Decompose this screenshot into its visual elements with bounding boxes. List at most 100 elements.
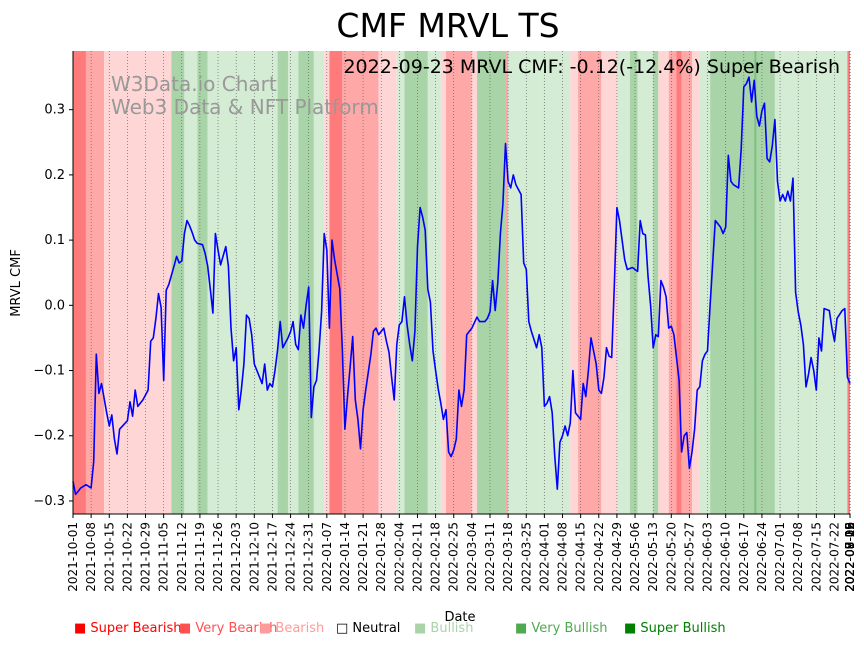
x-tick-label: 2022-06-10 <box>719 522 733 592</box>
regime-band-super-bearish <box>329 51 343 514</box>
regime-band-very-bullish <box>171 51 185 514</box>
x-tick-label: 2022-04-29 <box>610 522 624 592</box>
x-tick-label: 2022-09-02 <box>843 522 857 592</box>
x-tick-label: 2021-10-29 <box>139 522 153 592</box>
regime-band-very-bearish <box>85 51 105 514</box>
x-tick-label: 2021-10-22 <box>120 522 134 592</box>
x-tick-label: 2022-01-07 <box>320 522 334 592</box>
x-tick-label: 2022-06-03 <box>701 522 715 592</box>
x-tick-label: 2021-11-05 <box>157 522 171 592</box>
x-tick-label: 2022-05-27 <box>682 522 696 592</box>
x-tick-label: 2022-08-05 <box>843 522 857 592</box>
regime-band-bearish <box>104 51 172 514</box>
regime-band-very-bullish <box>277 51 288 514</box>
legend-label: Very Bullish <box>531 621 608 636</box>
regime-band-bullish <box>287 51 299 514</box>
legend-swatch-icon: ■ <box>74 621 91 636</box>
regime-band-bearish <box>601 51 617 514</box>
y-tick-label: 0.3 <box>44 103 65 118</box>
y-tick-label: 0.2 <box>44 168 65 183</box>
x-tick-label: 2022-04-15 <box>574 522 588 592</box>
legend-label: Super Bearish <box>90 621 182 636</box>
x-axis-label: Date <box>444 610 475 625</box>
legend-label: Bullish <box>430 621 474 636</box>
x-tick-label: 2022-01-14 <box>338 522 352 592</box>
regime-band-very-bearish <box>668 51 677 514</box>
x-tick-label: 2022-07-22 <box>827 522 841 592</box>
regime-band-very-bearish <box>342 51 379 514</box>
y-tick-label: 0.1 <box>44 233 65 248</box>
x-tick-label: 2022-03-18 <box>501 522 515 592</box>
regime-band-bearish <box>692 51 700 514</box>
legend-swatch-icon: ■ <box>624 621 641 636</box>
x-tick-label: 2022-04-01 <box>537 522 551 592</box>
legend-swatch-icon: ■ <box>414 621 431 636</box>
regime-band-bullish <box>427 51 441 514</box>
regime-band-bullish <box>396 51 405 514</box>
y-tick-label: −0.3 <box>33 494 65 509</box>
x-tick-label: 2022-05-20 <box>664 522 678 592</box>
x-tick-label: 2022-08-12 <box>843 522 857 592</box>
legend-swatch-icon: ■ <box>179 621 196 636</box>
x-tick-label: 2022-02-11 <box>410 522 424 592</box>
x-tick-label: 2022-07-08 <box>791 522 805 592</box>
regime-band-very-bullish <box>629 51 638 514</box>
cmf-series-line <box>72 76 851 496</box>
legend-label: Very Bearish <box>195 621 278 636</box>
watermark-line-2: Web3 Data & NFT Platform <box>111 95 379 119</box>
x-tick-label: 2021-12-31 <box>302 522 316 592</box>
legend-label: Bearish <box>275 621 325 636</box>
regime-band-super-bearish <box>73 51 86 514</box>
x-tick-label: 2021-10-01 <box>66 522 80 592</box>
legend-swatch-icon: □ <box>336 621 353 636</box>
x-tick-label: 2022-05-13 <box>646 522 660 592</box>
regime-band-bullish <box>774 51 814 514</box>
legend: ■ Super Bearish ■ Very Bearish ■ Bearish □ … <box>74 620 854 638</box>
legend-item: ■ Very Bearish <box>179 620 277 638</box>
regime-band-bullish <box>813 51 848 514</box>
regime-band-bearish <box>440 51 446 514</box>
x-tick-label: 2022-06-17 <box>737 522 751 592</box>
x-tick-label: 2022-08-26 <box>843 522 857 592</box>
regime-band-bearish <box>378 51 397 514</box>
x-tick-label: 2021-12-24 <box>284 522 298 592</box>
legend-item: ■ Very Bullish <box>515 620 607 638</box>
watermark-line-1: W3Data.io Chart <box>111 72 277 96</box>
regime-band-very-bullish <box>756 51 775 514</box>
x-tick-label: 2022-07-29 <box>843 522 857 592</box>
regime-band-bullish <box>616 51 630 514</box>
regime-band-bearish <box>471 51 478 514</box>
x-tick-label: 2022-02-25 <box>447 522 461 592</box>
regime-band-bullish <box>184 51 198 514</box>
x-tick-label: 2021-11-19 <box>193 522 207 592</box>
x-tick-label: 2021-12-17 <box>265 522 279 592</box>
x-tick-label: 2022-03-11 <box>483 522 497 592</box>
y-axis-label: MRVL CMF <box>9 249 24 317</box>
regime-band-very-bullish <box>653 51 659 514</box>
x-tick-label: 2021-11-26 <box>211 522 225 592</box>
x-tick-label: 2022-05-06 <box>628 522 642 592</box>
x-tick-label: 2022-06-24 <box>755 522 769 592</box>
legend-item: ■ Super Bullish <box>624 620 726 638</box>
regime-band-very-bullish <box>477 51 506 514</box>
x-tick-label: 2021-10-08 <box>84 522 98 592</box>
legend-item: ■ Bullish <box>414 620 473 638</box>
legend-item: ■ Bearish <box>259 620 324 638</box>
annotation-text: 2022-09-23 MRVL CMF: -0.12(-12.4%) Super… <box>343 56 840 78</box>
x-tick-label: 2021-12-10 <box>247 522 261 592</box>
regime-band-bullish <box>508 51 540 514</box>
x-tick-label: 2022-03-04 <box>465 522 479 592</box>
legend-label: Neutral <box>352 621 401 636</box>
y-tick-label: 0.0 <box>44 298 65 313</box>
x-tick-label: 2021-10-15 <box>102 522 116 592</box>
regime-band-bullish <box>207 51 278 514</box>
regime-band-bullish <box>699 51 711 514</box>
legend-item: □ Neutral <box>336 620 400 638</box>
x-tick-label: 2021-12-03 <box>229 522 243 592</box>
x-tick-label: 2022-01-21 <box>356 522 370 592</box>
legend-label: Super Bullish <box>640 621 726 636</box>
regime-band-super-bullish <box>754 51 757 514</box>
regime-band-very-bearish <box>505 51 509 514</box>
regime-band-very-bearish <box>578 51 602 514</box>
